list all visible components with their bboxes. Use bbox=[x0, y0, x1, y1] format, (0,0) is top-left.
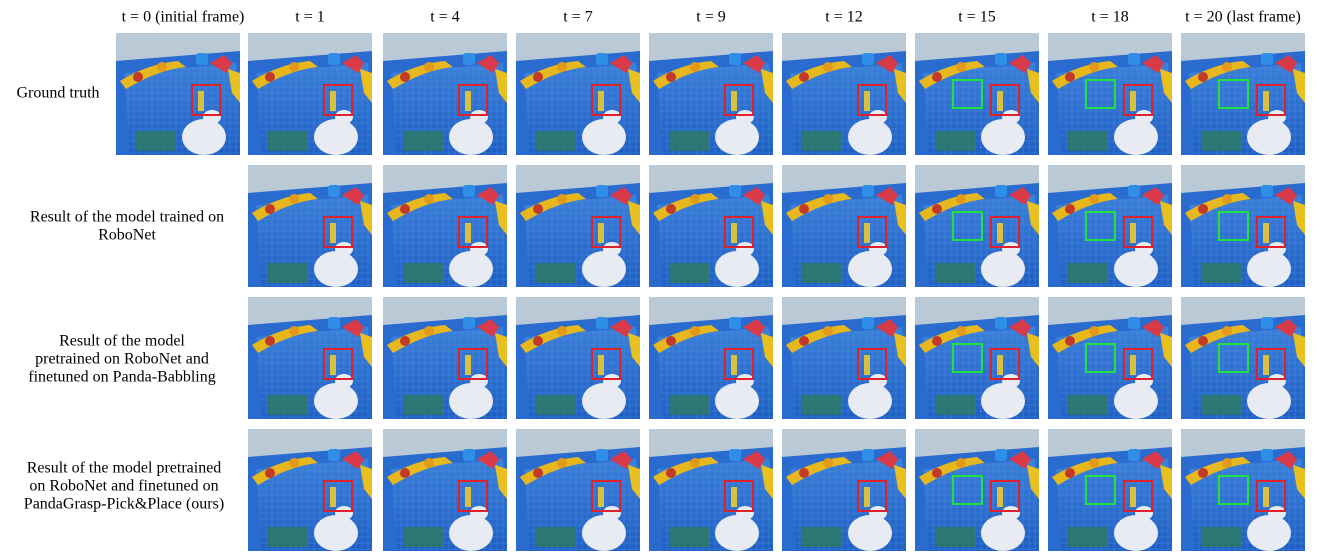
frame-picture bbox=[516, 429, 640, 551]
frame-image bbox=[649, 165, 773, 287]
frame-picture bbox=[782, 165, 906, 287]
frame-image bbox=[1181, 165, 1305, 287]
frame-picture bbox=[383, 429, 507, 551]
frame-picture bbox=[383, 297, 507, 419]
row-label: RoboNet bbox=[98, 227, 156, 244]
frame-picture bbox=[1048, 165, 1172, 287]
row-label: Result of the model pretrained bbox=[27, 460, 222, 477]
frame-image bbox=[1181, 33, 1305, 155]
frame-image bbox=[1048, 33, 1172, 155]
frame-picture bbox=[516, 33, 640, 155]
frame-picture bbox=[1181, 429, 1305, 551]
frame-picture bbox=[782, 33, 906, 155]
column-header: t = 15 bbox=[958, 9, 995, 26]
frame-picture bbox=[248, 429, 372, 551]
frame-picture bbox=[516, 165, 640, 287]
frame-image bbox=[915, 429, 1039, 551]
frame-picture bbox=[248, 297, 372, 419]
frame-picture bbox=[649, 297, 773, 419]
frame-picture bbox=[1181, 297, 1305, 419]
frame-image bbox=[649, 297, 773, 419]
frame-picture bbox=[1048, 297, 1172, 419]
frame-image bbox=[1048, 429, 1172, 551]
column-header: t = 0 (initial frame) bbox=[122, 9, 245, 26]
column-header: t = 9 bbox=[696, 9, 725, 26]
frame-picture bbox=[1048, 429, 1172, 551]
frame-image bbox=[1181, 297, 1305, 419]
frame-image bbox=[516, 33, 640, 155]
frame-image bbox=[915, 297, 1039, 419]
row-label: on RoboNet and finetuned on bbox=[29, 478, 218, 495]
frame-picture bbox=[248, 33, 372, 155]
frame-image bbox=[649, 33, 773, 155]
frame-picture bbox=[649, 429, 773, 551]
frame-image bbox=[516, 165, 640, 287]
frame-picture bbox=[782, 429, 906, 551]
frame-image bbox=[383, 297, 507, 419]
column-header: t = 12 bbox=[825, 9, 862, 26]
frame-picture bbox=[915, 33, 1039, 155]
frame-picture bbox=[649, 33, 773, 155]
row-label: PandaGrasp-Pick&Place (ours) bbox=[24, 496, 224, 513]
frame-picture bbox=[1181, 165, 1305, 287]
frame-picture bbox=[649, 165, 773, 287]
row-label: Result of the model trained on bbox=[30, 209, 224, 226]
frame-image bbox=[248, 429, 372, 551]
frame-image bbox=[915, 33, 1039, 155]
frame-picture bbox=[915, 297, 1039, 419]
row-label: pretrained on RoboNet and bbox=[35, 351, 209, 368]
frame-image bbox=[782, 165, 906, 287]
frame-picture bbox=[248, 165, 372, 287]
row-label: Ground truth bbox=[16, 85, 99, 102]
frame-image bbox=[116, 33, 240, 155]
column-header: t = 1 bbox=[295, 9, 324, 26]
row-label: Result of the model bbox=[59, 333, 185, 350]
frame-picture bbox=[1048, 33, 1172, 155]
frame-picture bbox=[782, 297, 906, 419]
column-header: t = 7 bbox=[563, 9, 592, 26]
frame-image bbox=[1048, 165, 1172, 287]
frame-picture bbox=[1181, 33, 1305, 155]
frame-image bbox=[248, 33, 372, 155]
figure: t = 0 (initial frame) t = 1 t = 4 t = 7 t = … bbox=[0, 0, 1322, 551]
frame-picture bbox=[383, 33, 507, 155]
frame-image bbox=[1181, 429, 1305, 551]
frame-image bbox=[782, 33, 906, 155]
frame-picture bbox=[915, 165, 1039, 287]
row-label: finetuned on Panda-Babbling bbox=[28, 369, 216, 386]
column-header: t = 4 bbox=[430, 9, 459, 26]
frame-picture bbox=[516, 297, 640, 419]
frame-image bbox=[248, 297, 372, 419]
frame-image bbox=[1048, 297, 1172, 419]
frame-image bbox=[516, 429, 640, 551]
frame-picture bbox=[383, 165, 507, 287]
frame-picture bbox=[915, 429, 1039, 551]
frame-image bbox=[383, 429, 507, 551]
frame-image bbox=[248, 165, 372, 287]
frame-image bbox=[383, 33, 507, 155]
column-header: t = 18 bbox=[1091, 9, 1128, 26]
frame-image bbox=[782, 429, 906, 551]
frame-image bbox=[915, 165, 1039, 287]
frame-image bbox=[383, 165, 507, 287]
frame-image bbox=[649, 429, 773, 551]
frame-image bbox=[782, 297, 906, 419]
frame-picture bbox=[116, 33, 240, 155]
frame-image bbox=[516, 297, 640, 419]
column-header: t = 20 (last frame) bbox=[1185, 9, 1301, 26]
